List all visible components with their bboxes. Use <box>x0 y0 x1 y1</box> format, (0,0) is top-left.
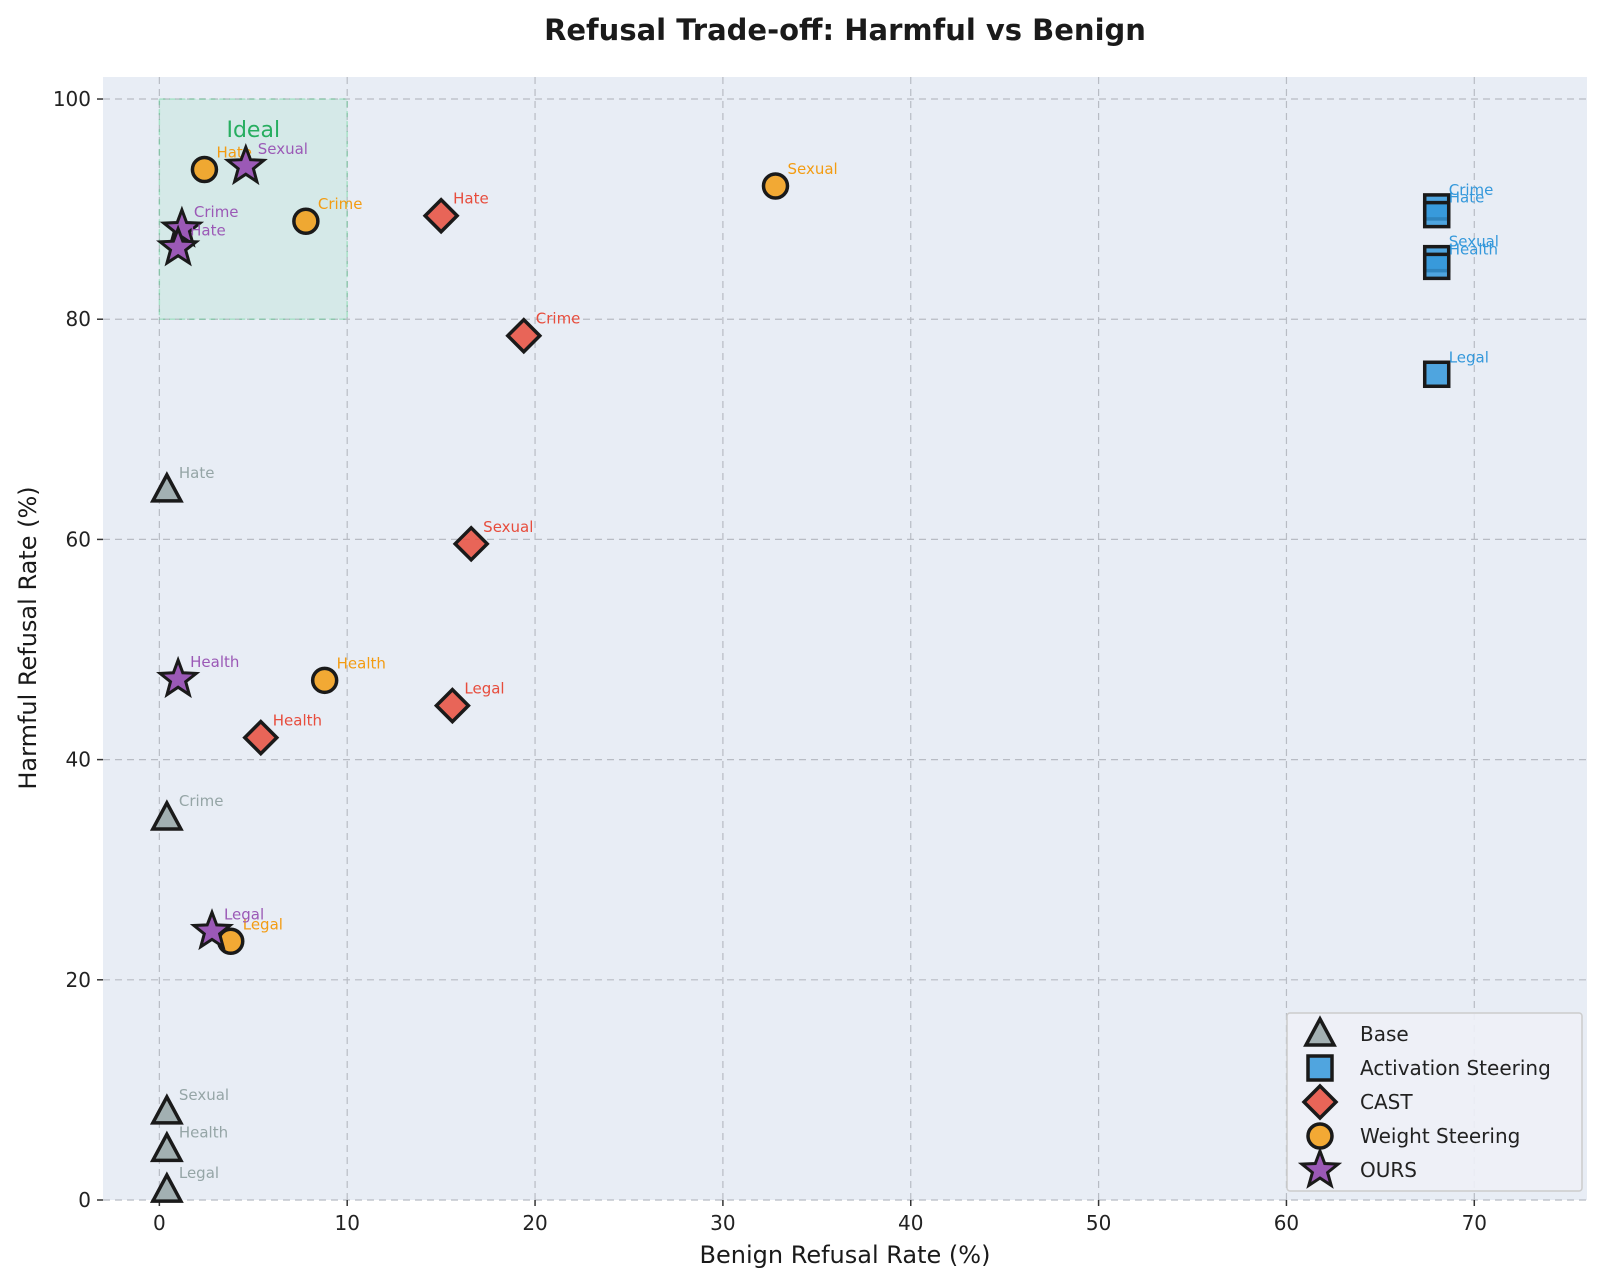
point-weight-steering-hate <box>190 155 219 184</box>
x-axis-label: Benign Refusal Rate (%) <box>700 1241 991 1269</box>
legend-label: CAST <box>1360 1090 1413 1114</box>
point-base-crime <box>149 799 184 831</box>
chart-title: Refusal Trade-off: Harmful vs Benign <box>544 13 1146 47</box>
legend-marker <box>1297 1146 1343 1189</box>
point-base-sexual <box>149 1093 184 1125</box>
point-ours-sexual <box>223 142 268 186</box>
point-base-legal <box>149 1171 184 1203</box>
point-weight-steering-crime <box>292 207 320 235</box>
x-tick-label: 0 <box>153 1211 166 1235</box>
point-label: Health <box>337 654 386 672</box>
legend-marker <box>1306 1054 1334 1082</box>
point-label: Health <box>1449 240 1498 258</box>
legend-marker <box>1301 1083 1339 1121</box>
point-weight-steering-health <box>310 666 339 695</box>
point-label: Hate <box>1449 189 1485 207</box>
point-label: Health <box>190 653 239 671</box>
point-activation-steering-legal <box>1422 360 1451 389</box>
point-label: Legal <box>179 1164 219 1182</box>
legend: Base Activation Steering CAST Weight Steeri… <box>1286 1012 1583 1192</box>
point-ours-health <box>156 655 201 699</box>
point-base-hate <box>149 471 184 503</box>
y-tick-label: 100 <box>53 87 91 111</box>
point-cast-hate <box>422 197 460 235</box>
point-cast-sexual <box>452 525 490 563</box>
point-label: Sexual <box>483 518 533 536</box>
point-weight-steering-sexual <box>761 172 790 200</box>
point-activation-steering-hate <box>1422 200 1451 229</box>
point-label: Crime <box>318 195 363 213</box>
point-label: Legal <box>464 680 504 698</box>
point-label: Legal <box>1449 348 1489 366</box>
point-label: Legal <box>224 905 264 923</box>
point-label: Crime <box>1449 181 1494 199</box>
legend-marker <box>1306 1122 1334 1150</box>
y-tick-label: 0 <box>78 1188 91 1212</box>
point-label: Health <box>179 1123 228 1141</box>
y-tick-label: 40 <box>66 748 91 772</box>
point-activation-steering-health <box>1422 252 1451 281</box>
x-tick-label: 70 <box>1462 1211 1487 1235</box>
point-label: Hate <box>453 190 489 208</box>
y-tick-label: 20 <box>66 968 91 992</box>
point-ours-hate <box>156 224 201 267</box>
point-label: Sexual <box>787 160 837 178</box>
legend-label: Base <box>1360 1022 1409 1046</box>
y-tick-label: 80 <box>66 307 91 331</box>
ideal-region-label: Ideal <box>226 118 280 143</box>
point-label: Hate <box>190 222 226 240</box>
legend-label: Activation Steering <box>1360 1056 1551 1080</box>
point-label: Health <box>273 712 322 730</box>
x-tick-label: 40 <box>898 1211 923 1235</box>
x-tick-label: 20 <box>522 1211 547 1235</box>
ideal-region-box <box>158 98 348 320</box>
x-tick-label: 10 <box>334 1211 359 1235</box>
point-label: Legal <box>243 915 283 933</box>
y-tick-label: 60 <box>66 527 91 551</box>
legend-label: Weight Steering <box>1360 1124 1520 1148</box>
y-axis-label: Harmful Refusal Rate (%) <box>14 486 42 789</box>
point-label: Sexual <box>258 140 308 158</box>
point-cast-health <box>242 719 280 757</box>
point-ours-legal <box>189 908 235 951</box>
point-label: Hate <box>179 464 215 482</box>
data-points: HateCrimeSexualHealthLegalCrimeHateSexua… <box>149 140 1499 1203</box>
legend-box <box>1286 1012 1583 1192</box>
point-base-health <box>149 1130 184 1163</box>
point-label: Crime <box>179 792 224 810</box>
x-tick-label: 60 <box>1274 1211 1299 1235</box>
x-tick-label: 50 <box>1086 1211 1111 1235</box>
grid-lines <box>103 77 1587 1201</box>
point-cast-crime <box>505 317 543 355</box>
legend-marker <box>1303 1015 1337 1047</box>
axes: 0 10 20 30 40 50 60 70 0 20 40 60 80 100 <box>53 87 1487 1235</box>
series-cast: Hate Crime Sexual Legal Health <box>242 190 581 757</box>
legend-label: OURS <box>1360 1158 1417 1182</box>
x-tick-label: 30 <box>710 1211 735 1235</box>
point-label: Crime <box>536 310 581 328</box>
ideal-region: Ideal <box>158 98 348 320</box>
point-label: Sexual <box>1449 233 1499 251</box>
series-base: Hate Crime Sexual Health Legal <box>149 464 229 1203</box>
point-cast-legal <box>433 687 471 725</box>
point-label: Crime <box>194 203 239 221</box>
point-label: Sexual <box>179 1086 229 1104</box>
